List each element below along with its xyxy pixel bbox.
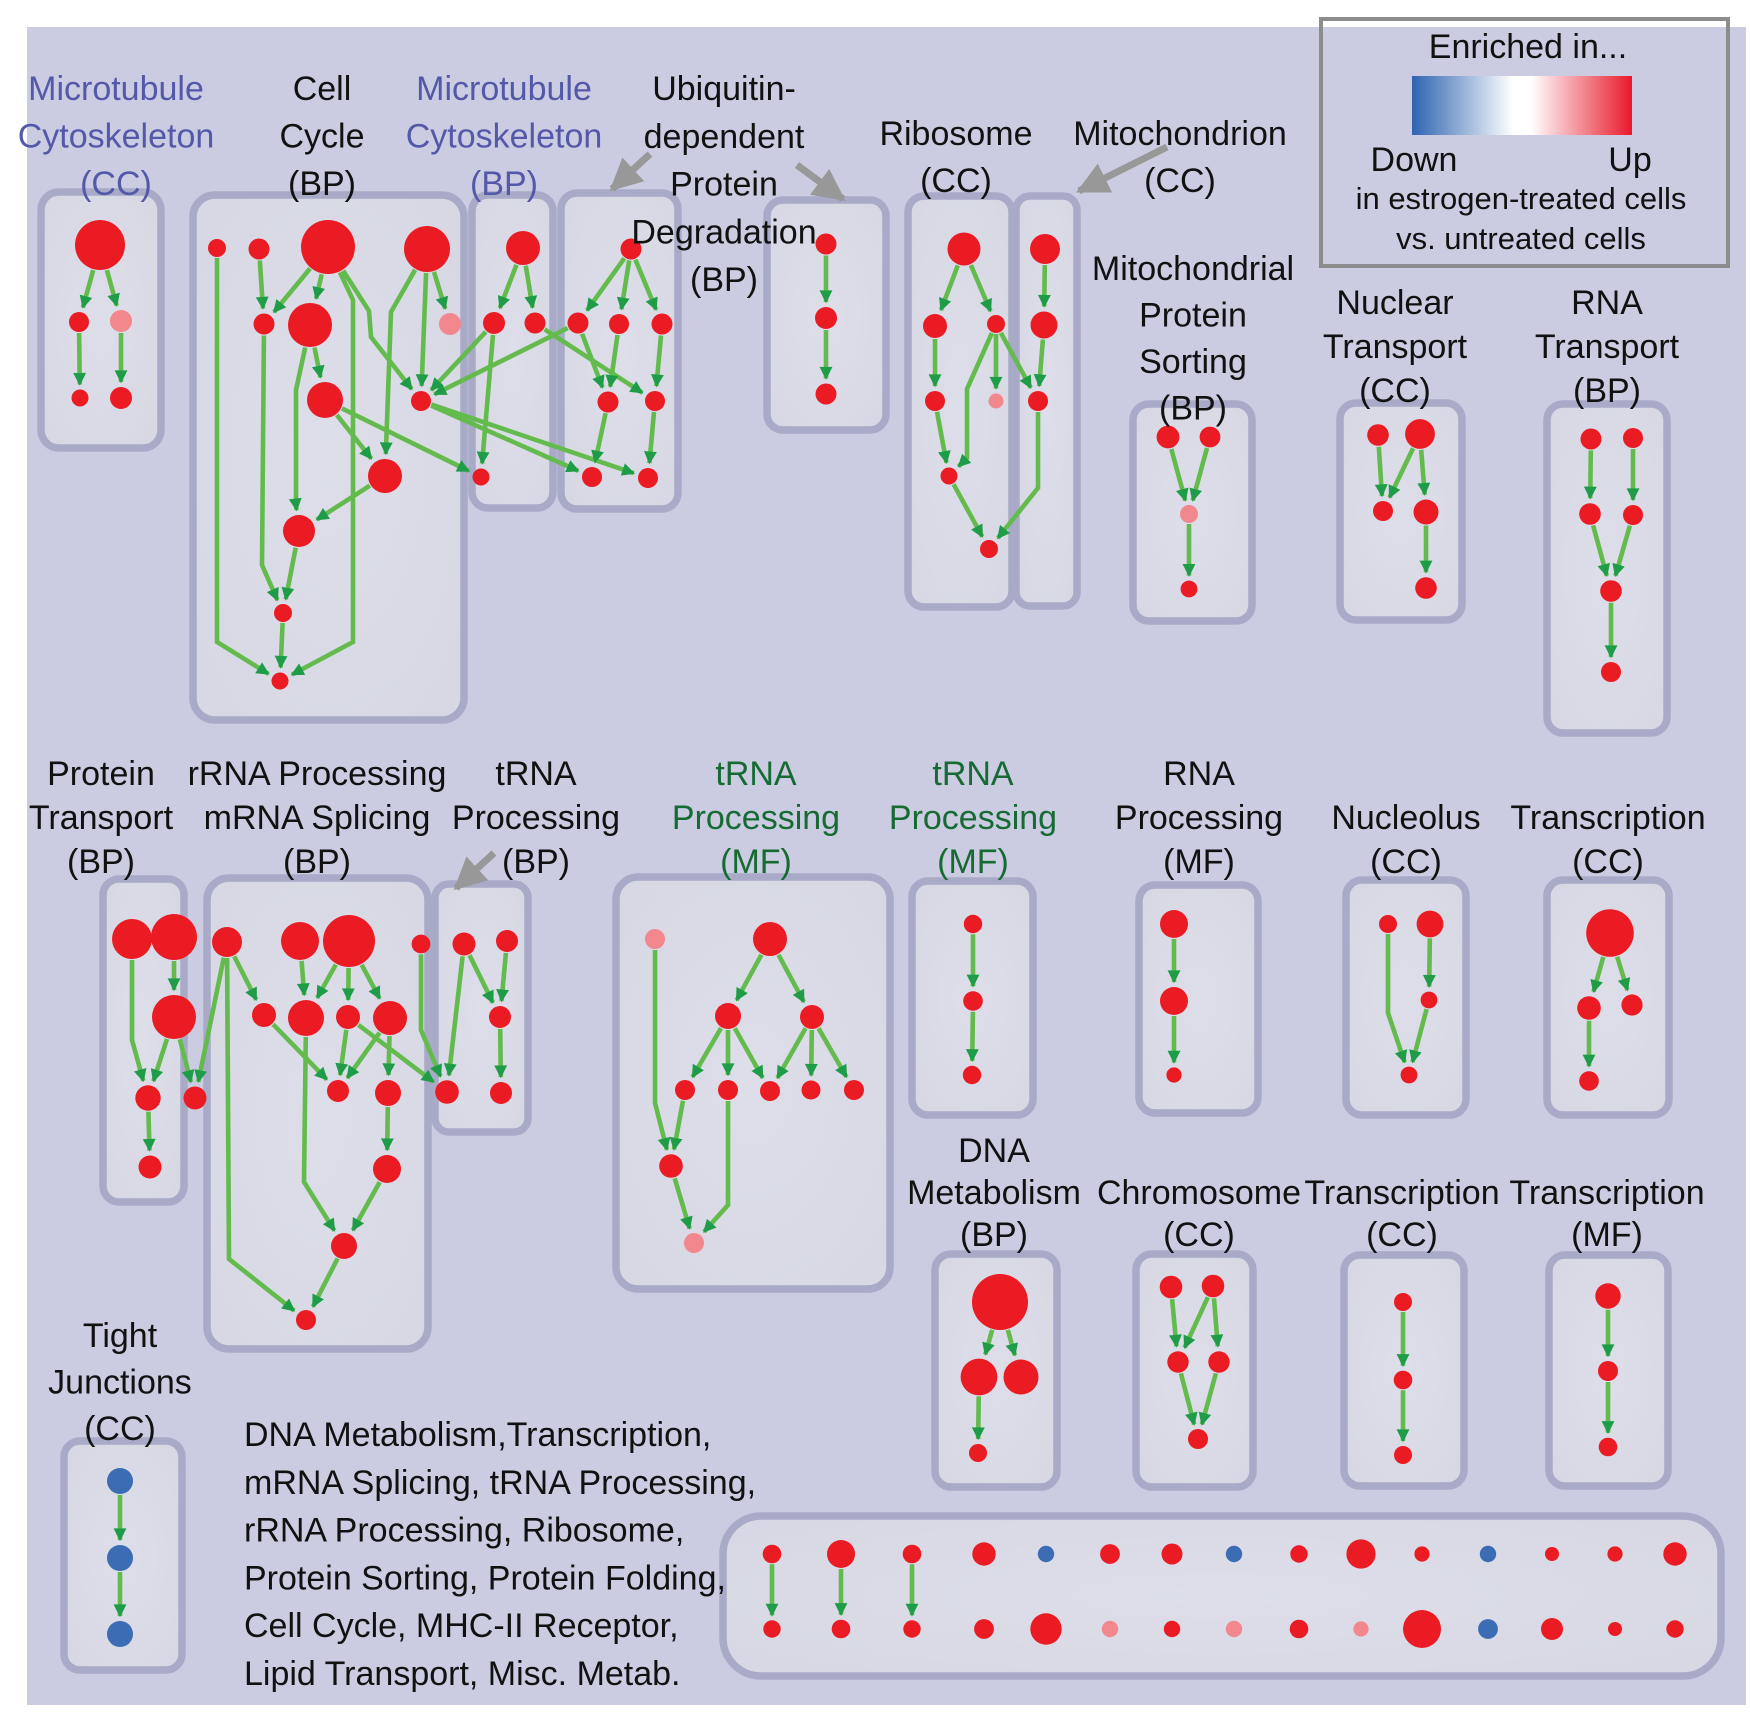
svg-text:Processing: Processing bbox=[1115, 799, 1283, 837]
svg-text:tRNA: tRNA bbox=[495, 755, 577, 793]
svg-text:(MF): (MF) bbox=[720, 843, 792, 881]
svg-text:mRNA Splicing: mRNA Splicing bbox=[204, 799, 431, 837]
svg-text:dependent: dependent bbox=[644, 118, 805, 156]
svg-text:Protein Sorting, Protein Foldi: Protein Sorting, Protein Folding, bbox=[244, 1559, 726, 1597]
svg-text:(BP): (BP) bbox=[67, 843, 135, 881]
svg-text:Microtubule: Microtubule bbox=[416, 70, 592, 108]
svg-text:Cell Cycle, MHC-II Receptor,: Cell Cycle, MHC-II Receptor, bbox=[244, 1607, 679, 1645]
svg-text:Transport: Transport bbox=[1535, 328, 1680, 366]
svg-text:(BP): (BP) bbox=[960, 1216, 1028, 1254]
svg-text:(CC): (CC) bbox=[920, 162, 992, 200]
svg-text:Up: Up bbox=[1608, 141, 1651, 179]
svg-text:Cell: Cell bbox=[293, 70, 352, 108]
svg-text:(BP): (BP) bbox=[283, 843, 351, 881]
svg-text:rRNA Processing: rRNA Processing bbox=[188, 755, 447, 793]
svg-text:(BP): (BP) bbox=[502, 843, 570, 881]
svg-text:(CC): (CC) bbox=[1370, 843, 1442, 881]
svg-text:Mitochondrial: Mitochondrial bbox=[1092, 250, 1294, 288]
svg-text:Ribosome: Ribosome bbox=[879, 115, 1032, 153]
svg-text:Metabolism: Metabolism bbox=[907, 1174, 1081, 1212]
svg-text:Protein: Protein bbox=[1139, 297, 1247, 335]
svg-text:mRNA Splicing, tRNA Processing: mRNA Splicing, tRNA Processing, bbox=[244, 1464, 756, 1502]
svg-text:(CC): (CC) bbox=[1366, 1216, 1438, 1254]
svg-text:(BP): (BP) bbox=[288, 165, 356, 203]
svg-text:DNA Metabolism,Transcription,: DNA Metabolism,Transcription, bbox=[244, 1416, 711, 1454]
svg-text:Processing: Processing bbox=[452, 799, 620, 837]
svg-text:Cycle: Cycle bbox=[279, 118, 364, 156]
svg-text:Processing: Processing bbox=[672, 799, 840, 837]
svg-text:Cytoskeleton: Cytoskeleton bbox=[18, 118, 215, 156]
svg-text:Nucleolus: Nucleolus bbox=[1331, 799, 1480, 837]
svg-text:Transcription: Transcription bbox=[1510, 799, 1705, 837]
svg-text:vs. untreated cells: vs. untreated cells bbox=[1396, 221, 1646, 256]
svg-text:(BP): (BP) bbox=[470, 165, 538, 203]
svg-text:Mitochondrion: Mitochondrion bbox=[1073, 115, 1287, 153]
svg-text:Nuclear: Nuclear bbox=[1336, 284, 1453, 322]
svg-text:(CC): (CC) bbox=[1163, 1216, 1235, 1254]
svg-text:(CC): (CC) bbox=[1359, 372, 1431, 410]
svg-text:(CC): (CC) bbox=[1144, 162, 1216, 200]
svg-text:(MF): (MF) bbox=[1163, 843, 1235, 881]
svg-text:Chromosome: Chromosome bbox=[1097, 1174, 1301, 1212]
svg-text:RNA: RNA bbox=[1163, 755, 1235, 793]
svg-text:rRNA Processing, Ribosome,: rRNA Processing, Ribosome, bbox=[244, 1512, 684, 1550]
svg-text:Enriched in...: Enriched in... bbox=[1429, 28, 1627, 66]
svg-text:tRNA: tRNA bbox=[932, 755, 1014, 793]
svg-text:Transport: Transport bbox=[1323, 328, 1468, 366]
svg-text:(CC): (CC) bbox=[84, 1410, 156, 1448]
svg-text:Transport: Transport bbox=[29, 799, 174, 837]
svg-text:Degradation: Degradation bbox=[631, 213, 816, 251]
svg-text:RNA: RNA bbox=[1571, 284, 1643, 322]
svg-text:(BP): (BP) bbox=[1159, 390, 1227, 428]
svg-text:Processing: Processing bbox=[889, 799, 1057, 837]
svg-text:Cytoskeleton: Cytoskeleton bbox=[406, 118, 603, 156]
svg-text:(BP): (BP) bbox=[1573, 372, 1641, 410]
svg-text:Protein: Protein bbox=[47, 755, 155, 793]
svg-text:(CC): (CC) bbox=[80, 165, 152, 203]
svg-text:DNA: DNA bbox=[958, 1132, 1030, 1170]
svg-text:Down: Down bbox=[1371, 141, 1458, 179]
svg-text:Lipid Transport, Misc. Metab.: Lipid Transport, Misc. Metab. bbox=[244, 1655, 681, 1693]
svg-text:(MF): (MF) bbox=[1571, 1216, 1643, 1254]
svg-text:Microtubule: Microtubule bbox=[28, 70, 204, 108]
svg-text:Junctions: Junctions bbox=[48, 1364, 192, 1402]
svg-text:Sorting: Sorting bbox=[1139, 343, 1247, 381]
svg-text:Transcription: Transcription bbox=[1304, 1174, 1499, 1212]
svg-text:Transcription: Transcription bbox=[1509, 1174, 1704, 1212]
svg-text:(BP): (BP) bbox=[690, 261, 758, 299]
svg-text:(CC): (CC) bbox=[1572, 843, 1644, 881]
svg-text:tRNA: tRNA bbox=[715, 755, 797, 793]
svg-text:(MF): (MF) bbox=[937, 843, 1009, 881]
svg-text:Protein: Protein bbox=[670, 166, 778, 204]
svg-text:Tight: Tight bbox=[83, 1317, 158, 1355]
svg-text:in estrogen-treated cells: in estrogen-treated cells bbox=[1356, 181, 1687, 216]
svg-text:Ubiquitin-: Ubiquitin- bbox=[652, 70, 796, 108]
